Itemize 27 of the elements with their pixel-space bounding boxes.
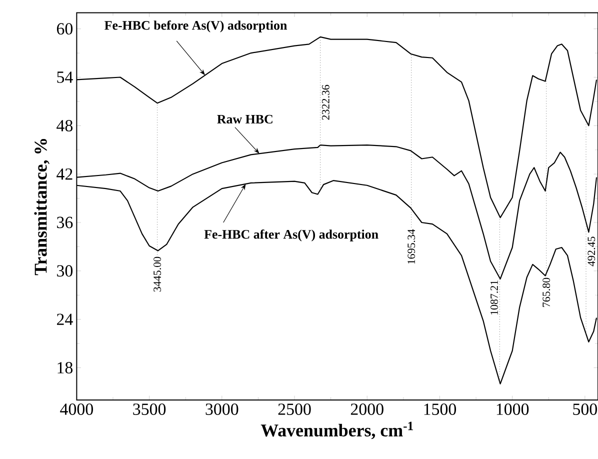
x-tick-label: 2000 <box>350 404 384 415</box>
y-axis-title: Transmittance, % <box>34 138 50 276</box>
x-tick-label: 4000 <box>60 404 93 415</box>
text: Raw HBC <box>217 114 272 124</box>
y-tick-label: 30 <box>57 265 73 277</box>
ref-line-label: 765.80 <box>542 278 550 307</box>
x-tick-label: 3000 <box>206 404 238 415</box>
x-tick-label: 1500 <box>424 404 456 415</box>
series-label: Fe-HBC after As(V) adsorption <box>204 229 378 242</box>
x-tick-label: 3500 <box>133 404 166 415</box>
y-tick-label: 24 <box>56 314 73 325</box>
y-tick-label: 48 <box>56 120 73 132</box>
y-tick-label: 42 <box>56 168 72 180</box>
ref-line-label: 2322.36 <box>322 84 330 120</box>
ref-line-label: 1087.21 <box>490 280 498 315</box>
x-axis-title: Wavenumbers, cm$^{-1}$ <box>260 422 413 440</box>
y-tick-label: 54 <box>57 72 73 83</box>
x-tick-label: 1000 <box>496 404 529 415</box>
ref-line-label: 1695.34 <box>408 229 416 264</box>
y-tick-label: 18 <box>58 362 73 374</box>
x-tick-label: 2500 <box>278 404 311 415</box>
ref-line-label: 492.45 <box>588 236 596 266</box>
series-label: Fe-HBC before As(V) adsorption <box>104 20 287 32</box>
y-tick-label: 60 <box>56 23 73 35</box>
y-tick-label: 36 <box>57 216 73 228</box>
ref-line-label: 3445.00 <box>154 256 162 292</box>
x-tick-label: 500 <box>573 404 597 415</box>
